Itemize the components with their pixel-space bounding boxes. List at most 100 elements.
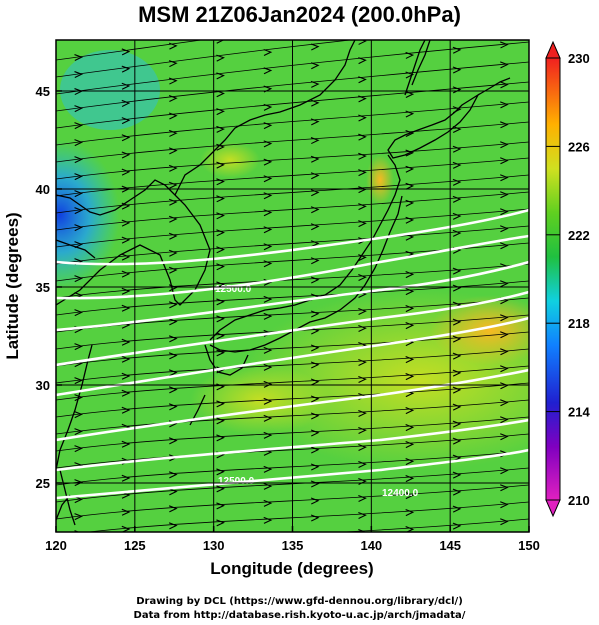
wind-arrow-icon [168, 301, 178, 309]
wind-arrow-icon [405, 305, 415, 313]
wind-arrow-icon [216, 502, 225, 510]
wind-arrow-icon [310, 480, 320, 488]
wind-arrow-icon [452, 335, 462, 343]
wind-arrow-icon [74, 309, 84, 317]
wind-arrow-icon [263, 431, 273, 439]
wind-arrow-icon [310, 240, 320, 248]
wind-arrow-icon [216, 519, 225, 527]
wind-arrow-icon [121, 338, 131, 346]
wind-arrow-icon [74, 275, 84, 283]
wind-arrow-icon [310, 80, 320, 88]
wind-arrow-icon [310, 514, 320, 522]
wind-arrow-icon [216, 434, 225, 442]
wind-arrow-icon [263, 209, 273, 217]
wind-arrow-icon [452, 318, 462, 326]
wind-arrow-icon [500, 174, 509, 182]
wind-arrow-icon [358, 152, 367, 160]
wind-arrow-icon [358, 494, 367, 502]
wind-arrow-icon [405, 51, 415, 59]
wind-arrow-icon [121, 202, 131, 210]
wind-arrow-icon [500, 225, 509, 233]
wind-arrow-icon [358, 528, 367, 532]
wind-arrow-icon [74, 394, 84, 402]
wind-arrow-icon [310, 99, 320, 107]
wind-arrow-icon [263, 226, 273, 234]
wind-arrow-icon [74, 139, 84, 147]
wind-arrow-icon [310, 429, 320, 437]
wind-arrow-icon [453, 7, 460, 13]
wind-arrow-icon [168, 522, 178, 530]
wind-arrow-icon [500, 280, 509, 288]
wind-arrow-icon [168, 164, 178, 172]
wind-arrow-icon [405, 130, 415, 138]
wind-arrow-icon [168, 60, 178, 68]
wind-arrow-icon [500, 2, 507, 8]
wind-arrow-icon [216, 485, 225, 493]
wind-arrow-icon [452, 86, 462, 94]
wind-arrow-icon [452, 106, 462, 114]
wind-arrow-icon [405, 441, 415, 449]
wind-arrow-icon [74, 224, 84, 232]
wind-arrow-icon [452, 178, 462, 186]
credit-data: Data from http://database.rish.kyoto-u.a… [133, 610, 466, 621]
wind-arrow-icon [405, 199, 415, 207]
streamline [56, 41, 529, 95]
wind-arrow-icon [452, 284, 462, 292]
wind-arrow-icon [263, 380, 273, 388]
wind-arrow-icon [358, 460, 367, 468]
wind-arrow-icon [168, 249, 178, 257]
wind-arrow-icon [74, 343, 84, 351]
wind-arrow-icon [121, 372, 131, 380]
wind-arrow-icon [500, 314, 509, 322]
colorbar-min-triangle [545, 499, 561, 518]
wind-arrow-icon [405, 110, 415, 118]
wind-arrow-icon [121, 99, 131, 107]
wind-arrow-icon [168, 215, 178, 223]
wind-arrow-icon [358, 40, 367, 45]
wind-arrow-icon [121, 304, 131, 312]
wind-arrow-icon [263, 346, 273, 354]
wind-arrow-icon [263, 122, 273, 130]
wind-arrow-icon [168, 198, 178, 206]
wind-arrow-icon [452, 420, 462, 428]
wind-arrow-icon [405, 509, 415, 517]
wind-arrow-icon [500, 191, 509, 199]
wind-arrow-icon [168, 352, 178, 360]
wind-arrow-icon [121, 82, 131, 90]
wind-arrow-icon [310, 446, 320, 454]
wind-arrow-icon [452, 369, 462, 377]
wind-arrow-icon [263, 465, 273, 473]
streamline [336, 518, 529, 532]
contour-label: 12400.0 [382, 488, 419, 499]
wind-arrow-icon [263, 49, 273, 57]
wind-arrow-icon [500, 331, 509, 339]
wind-arrow-icon [74, 54, 84, 62]
wind-arrow-icon [263, 482, 273, 490]
wind-arrow-icon [263, 175, 273, 183]
wind-arrow-icon [216, 40, 225, 44]
wind-arrow-icon [75, 547, 82, 553]
wind-arrow-icon [168, 488, 178, 496]
x-tick-label: 120 [45, 538, 67, 553]
wind-arrow-icon [168, 77, 178, 85]
wind-arrow-icon [500, 348, 509, 356]
wind-arrow-icon [405, 407, 415, 415]
wind-arrow-icon [216, 161, 225, 169]
wind-arrow-icon [263, 516, 273, 524]
wind-arrow-icon [168, 437, 178, 445]
wind-arrow-icon [500, 121, 509, 129]
wind-arrow-icon [452, 522, 462, 530]
x-tick-label: 125 [124, 538, 146, 553]
coastlines [56, 40, 511, 526]
wind-arrow-icon [121, 65, 131, 73]
wind-arrow-icon [405, 271, 415, 279]
wind-arrow-icon [121, 525, 131, 532]
wind-arrow-icon [74, 207, 84, 215]
wind-arrow-icon [310, 257, 320, 265]
wind-arrow-icon [453, 27, 460, 33]
wind-arrow-icon [169, 540, 176, 546]
wind-arrow-icon [168, 266, 178, 274]
wind-arrow-icon [263, 397, 273, 405]
wind-arrow-icon [74, 377, 84, 385]
